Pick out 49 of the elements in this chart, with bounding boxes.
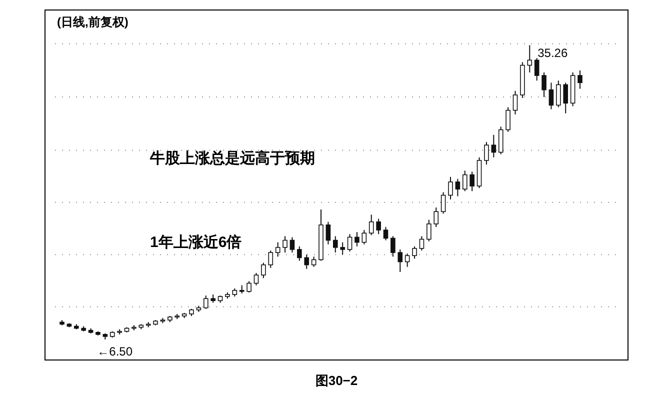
candlestick [368,214,374,236]
chart-title: (日线,前复权) [57,15,128,29]
candlestick [304,254,310,270]
candlestick [527,44,532,73]
candlestick [383,226,388,241]
candlestick [491,134,496,158]
candlestick [268,250,274,268]
candlestick [347,234,352,252]
candlestick [390,236,396,258]
candlestick [578,70,582,90]
candlestick [275,242,280,258]
candlestick [426,219,432,242]
candlestick [462,170,468,192]
candlestick [326,221,331,245]
candlestick [362,230,367,245]
candlestick [404,253,410,268]
candlestick [440,192,446,214]
annotation: 35.26 [538,46,568,60]
candlestick [470,171,474,192]
candlestick [512,90,518,115]
candlestick [354,232,360,247]
annotation: 牛股上涨总是远高于预期 [149,149,315,167]
candlestick [290,236,295,254]
candlestick [506,106,510,132]
candlestick [246,280,252,293]
candlestick [448,176,453,200]
candlestick [534,58,540,82]
candlestick [412,246,417,260]
candlestick [542,72,546,98]
candlestick [254,272,259,286]
annotation: ←6.50 [97,344,133,359]
candlestick [398,248,403,272]
candlestick [484,142,489,166]
candlestick [261,262,266,279]
candlestick [556,80,561,108]
candlestick [376,218,381,235]
candlestick [498,126,504,155]
candlestick [332,236,338,254]
candlestick [434,207,439,228]
candlestick [419,236,424,251]
candlestick [563,82,568,114]
candlestick [455,178,460,197]
candlestick [340,242,345,256]
candlestick [282,236,288,254]
candlestick [548,82,554,110]
caption: 图30−2 [315,373,358,388]
annotation: 1年上涨近6倍 [150,234,242,251]
candlestick [203,295,208,310]
candlestick [297,246,302,262]
